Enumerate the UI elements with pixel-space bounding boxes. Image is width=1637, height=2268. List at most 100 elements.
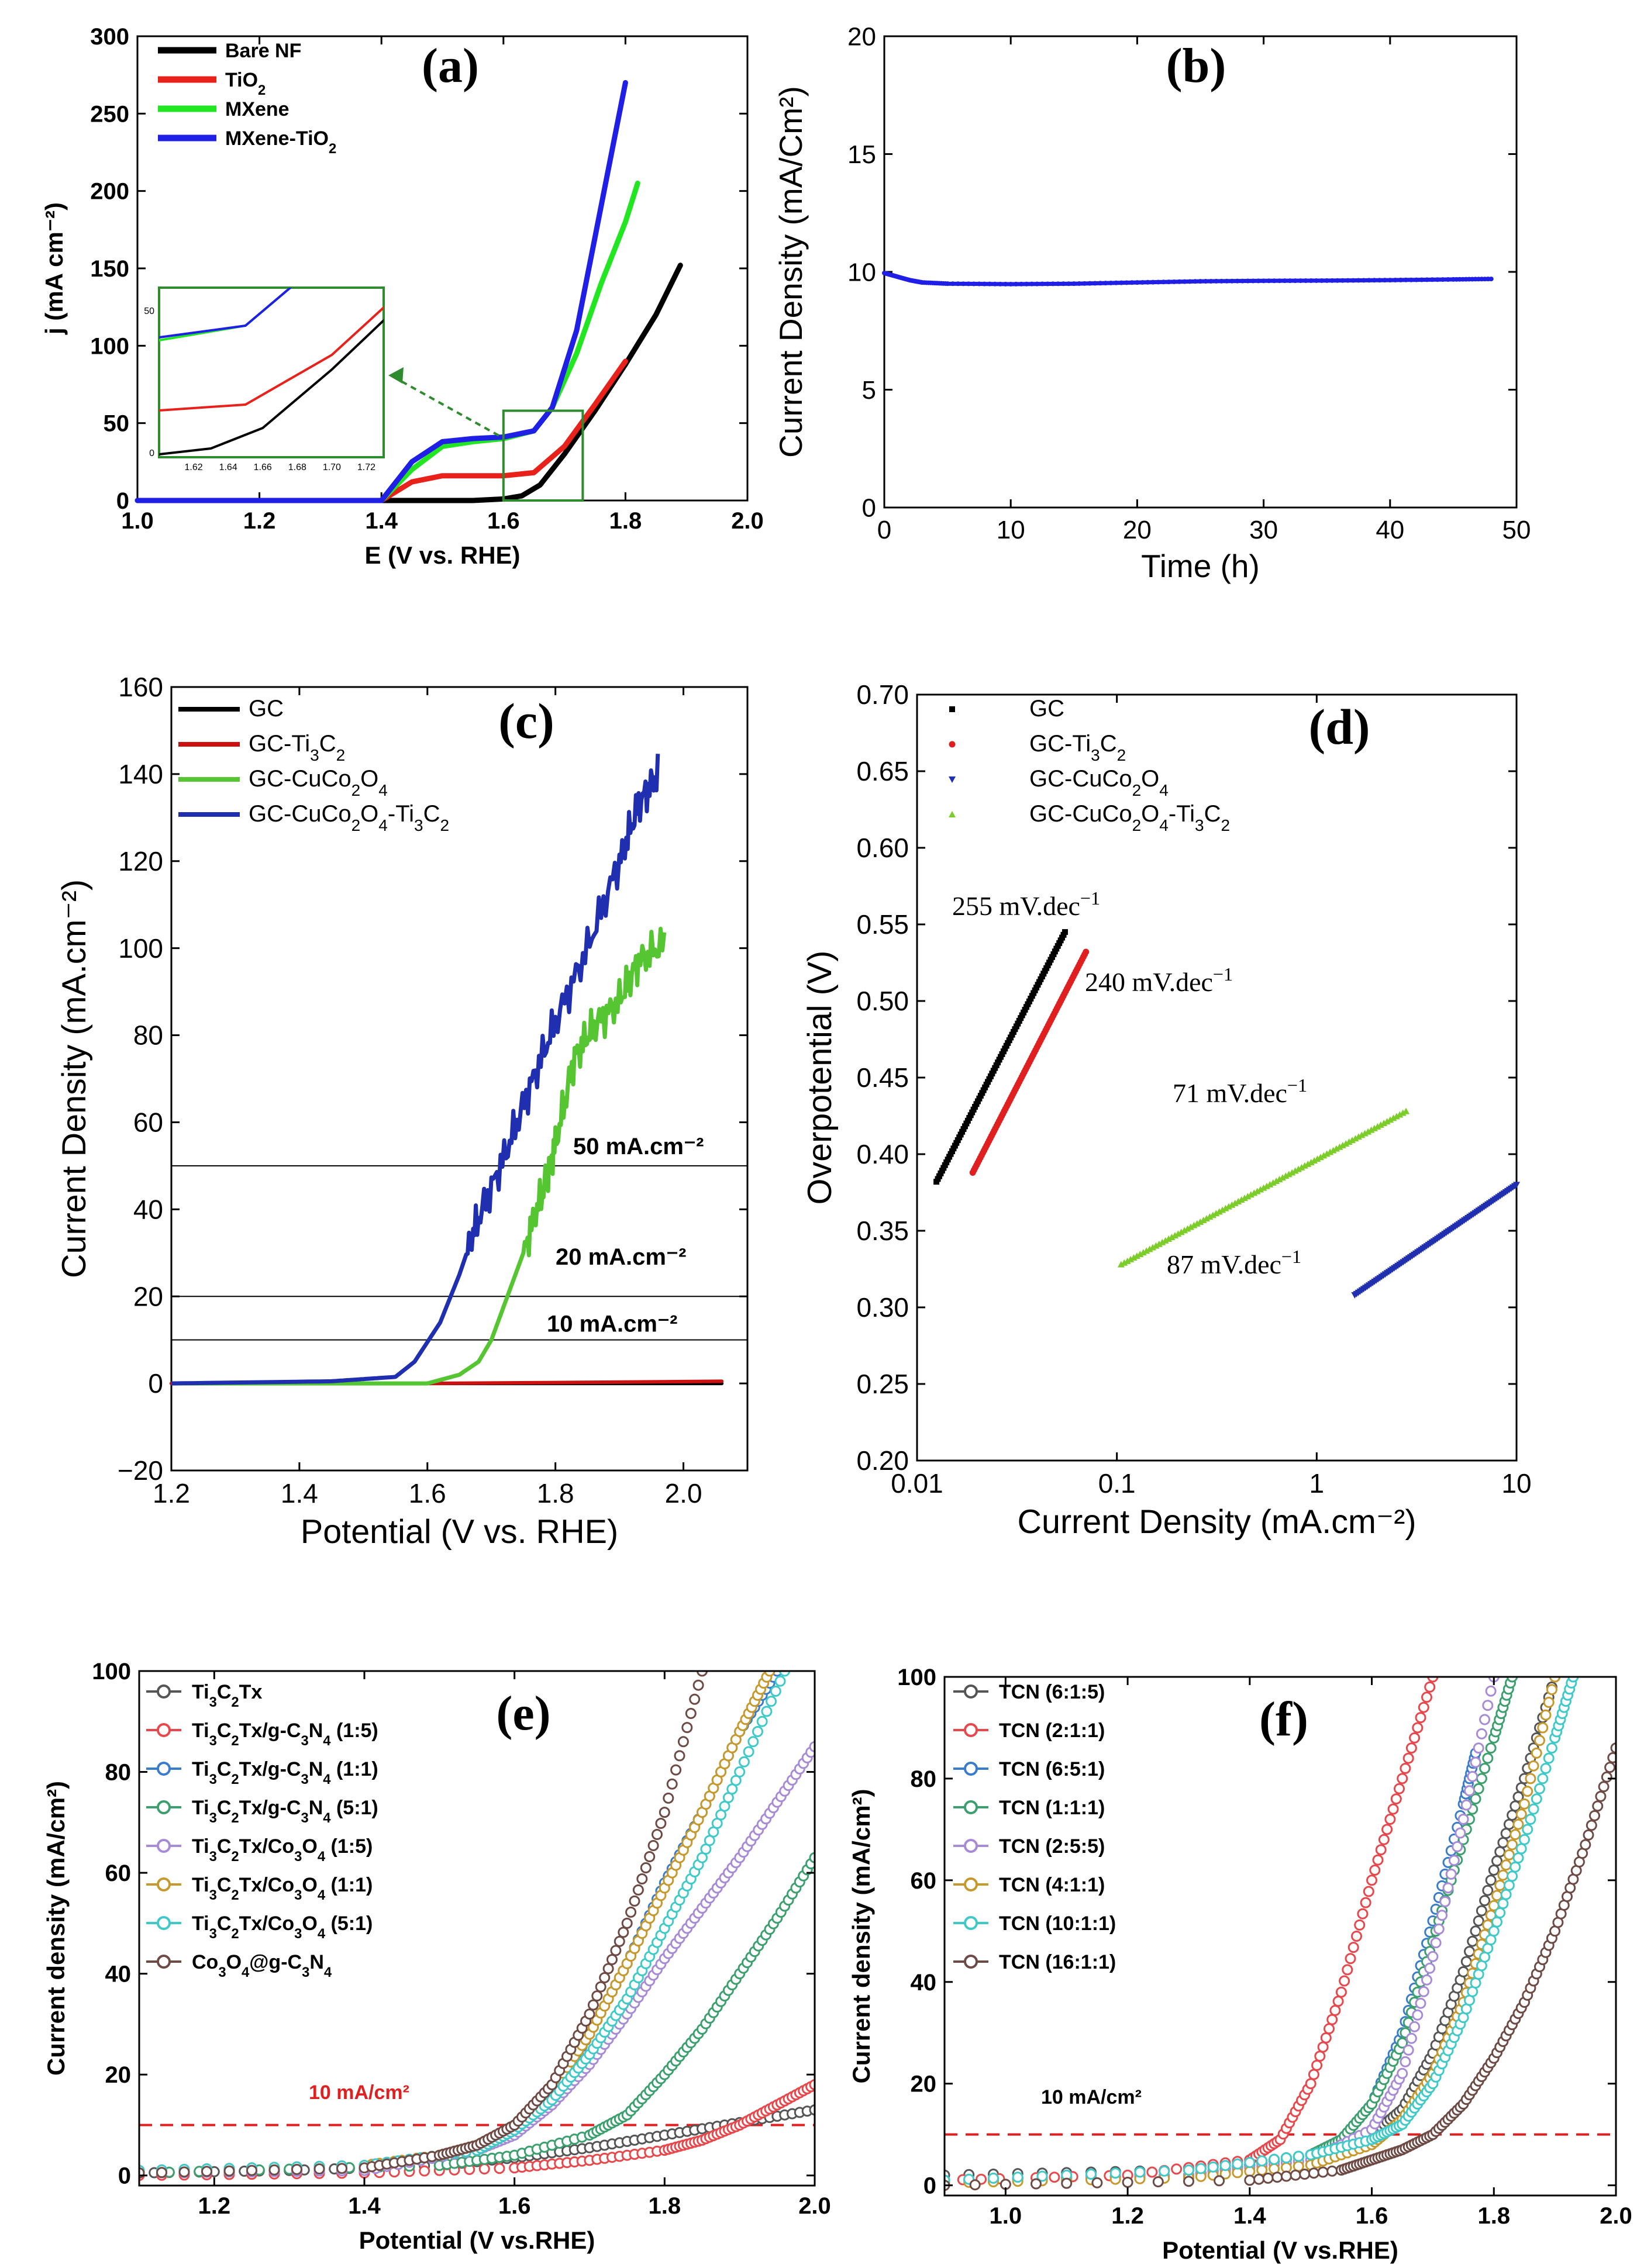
data-point (1247, 1191, 1255, 1198)
x-tick-label: 1.8 (1477, 2203, 1510, 2229)
series-line (171, 927, 667, 1386)
text-span: 4 (323, 1733, 331, 1749)
data-point (1317, 2041, 1329, 2053)
y-tick-label: 100 (118, 933, 163, 964)
data-point (1295, 1165, 1302, 1172)
data-point (1358, 1131, 1366, 1138)
data-point (1183, 2165, 1194, 2176)
data-point (674, 1750, 685, 1762)
data-point (1238, 1196, 1245, 1203)
data-point (1278, 1174, 1286, 1181)
data-point (1476, 1773, 1487, 1784)
data-point (1507, 1810, 1518, 1821)
text-span: Ti (192, 1874, 209, 1896)
y-tick-label: 120 (118, 846, 163, 876)
data-point (1276, 1176, 1283, 1183)
data-point (1314, 278, 1319, 283)
data-point (1342, 1140, 1350, 1147)
data-point (1383, 1118, 1391, 1125)
text-span: 2 (336, 746, 346, 764)
y-axis-label: Current Density (mA.cm⁻²) (56, 879, 93, 1278)
data-point (1304, 1160, 1312, 1167)
data-point (1497, 1869, 1509, 1881)
text-span: Tx/Co (239, 1874, 294, 1896)
data-point (1235, 278, 1240, 284)
data-point (1171, 1232, 1178, 1239)
data-point (1231, 1199, 1239, 1206)
x-tick-label: 1.4 (348, 2193, 381, 2219)
data-point (1399, 1109, 1407, 1116)
data-point (1329, 1147, 1337, 1154)
y-tick-label: 0.50 (856, 986, 909, 1016)
y-tick-label: 0.20 (856, 1445, 909, 1476)
panel-f: 1.0 1.2 1.4 1.6 1.8 2.0 0 20 40 60 80 100 Potential … (847, 1665, 1632, 2264)
panel-label-e: (e) (496, 1686, 550, 1741)
data-point (1540, 1709, 1552, 1721)
data-point (1435, 277, 1440, 282)
data-point (156, 2167, 167, 2179)
data-point (1436, 1910, 1448, 1921)
data-point (1374, 1123, 1381, 1130)
data-point (1282, 278, 1287, 284)
panel-label-c: (c) (498, 693, 554, 749)
text-span: O (360, 766, 378, 792)
data-point (1209, 1211, 1216, 1218)
data-point (1271, 278, 1277, 284)
text-span: C (1100, 731, 1117, 757)
text-span: Ti (192, 1720, 209, 1742)
data-point (1273, 1177, 1280, 1184)
data-point (1152, 2176, 1164, 2187)
data-point (1424, 277, 1429, 282)
y-tick-label: 0.35 (856, 1216, 909, 1246)
text-span: 2 (231, 1733, 239, 1749)
y-axis-label: Current density (mA/cm²) (42, 1781, 70, 2076)
legend-label: TCN (4:1:1) (999, 1874, 1105, 1896)
data-point (1351, 1931, 1362, 1942)
data-point (1384, 1814, 1396, 1825)
text-span: 3 (301, 1810, 308, 1826)
data-point (1183, 2176, 1194, 2187)
inset-x-tick-label: 1.72 (357, 462, 375, 472)
data-point (1396, 1111, 1404, 1118)
text-span: 3 (294, 1887, 302, 1903)
data-point (766, 1696, 777, 1707)
data-point (1333, 1145, 1340, 1152)
data-point (1457, 1814, 1469, 1825)
data-point (770, 1686, 781, 1697)
data-point (1161, 279, 1166, 285)
y-tick-label: 300 (90, 24, 129, 50)
data-point (1293, 2150, 1304, 2162)
x-tick-label: 10 (997, 516, 1025, 544)
data-point (1387, 278, 1393, 283)
data-point (1464, 1785, 1475, 1797)
data-point (1040, 281, 1045, 286)
text-span: C (423, 801, 440, 827)
y-tick-label: 60 (105, 1860, 132, 1886)
data-point (1332, 1996, 1344, 2007)
data-point (1537, 1722, 1549, 1734)
data-point (1534, 1783, 1545, 1794)
x-tick-label: 1.4 (1233, 2203, 1266, 2229)
data-point (1405, 1742, 1417, 1754)
legend-label: GC-CuCo2O4-Ti3C2 (1029, 801, 1230, 834)
data-point (1187, 1223, 1195, 1230)
data-point (1464, 1946, 1475, 1958)
data-point (1215, 1208, 1223, 1215)
data-point (632, 1884, 644, 1896)
data-point (1445, 277, 1450, 282)
y-tick-label: 100 (897, 1665, 936, 1690)
slope-annotation: 255 mV.dec−1 (952, 888, 1100, 921)
text-span: 3 (209, 1772, 217, 1787)
data-point (1349, 1137, 1356, 1144)
y-tick-label: 160 (118, 672, 163, 702)
panel-label-b: (b) (1166, 39, 1226, 93)
data-point (1503, 1818, 1515, 1830)
data-point (621, 1917, 633, 1929)
data-point (1324, 278, 1329, 283)
text-span: O (1141, 801, 1159, 827)
data-point (1253, 2173, 1264, 2185)
legend-label: TCN (6:5:1) (999, 1758, 1105, 1780)
data-point (1442, 1882, 1454, 1894)
data-point (1232, 2158, 1243, 2170)
data-point (178, 2166, 190, 2178)
